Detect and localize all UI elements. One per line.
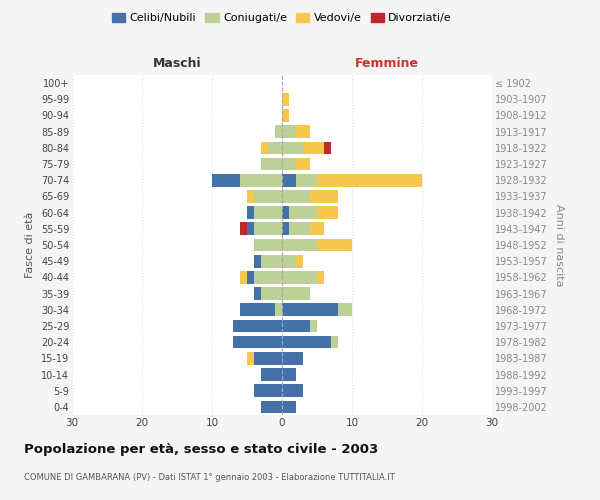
Bar <box>310 320 317 332</box>
Bar <box>233 336 282 348</box>
Bar <box>240 271 247 283</box>
Bar <box>282 222 289 235</box>
Bar <box>317 174 422 186</box>
Bar <box>282 336 331 348</box>
Bar <box>331 336 338 348</box>
Bar <box>254 288 261 300</box>
Bar <box>282 368 296 381</box>
Bar <box>254 352 282 364</box>
Bar <box>282 304 338 316</box>
Bar <box>261 158 282 170</box>
Bar <box>282 126 296 138</box>
Bar <box>275 304 282 316</box>
Bar <box>282 384 303 397</box>
Bar <box>254 271 282 283</box>
Bar <box>247 206 254 219</box>
Bar <box>254 206 282 219</box>
Bar <box>289 222 310 235</box>
Bar <box>261 255 282 268</box>
Bar <box>324 142 331 154</box>
Bar <box>261 288 282 300</box>
Bar <box>282 400 296 413</box>
Bar <box>282 288 310 300</box>
Bar <box>247 271 254 283</box>
Bar <box>317 271 324 283</box>
Bar <box>282 352 303 364</box>
Bar <box>296 255 303 268</box>
Bar <box>261 368 282 381</box>
Bar <box>261 142 268 154</box>
Bar <box>310 222 324 235</box>
Bar <box>282 190 310 202</box>
Bar <box>296 174 317 186</box>
Bar <box>282 174 296 186</box>
Bar <box>282 158 296 170</box>
Bar <box>282 320 310 332</box>
Bar <box>247 222 254 235</box>
Bar <box>282 93 289 106</box>
Bar <box>296 126 310 138</box>
Bar <box>233 320 282 332</box>
Bar <box>282 142 303 154</box>
Bar <box>254 255 261 268</box>
Bar <box>275 126 282 138</box>
Bar <box>212 174 240 186</box>
Bar <box>254 384 282 397</box>
Bar <box>282 109 289 122</box>
Bar <box>282 206 289 219</box>
Bar <box>317 238 352 252</box>
Bar <box>282 255 296 268</box>
Bar <box>317 206 338 219</box>
Y-axis label: Anni di nascita: Anni di nascita <box>554 204 565 286</box>
Bar <box>268 142 282 154</box>
Text: COMUNE DI GAMBARANA (PV) - Dati ISTAT 1° gennaio 2003 - Elaborazione TUTTITALIA.: COMUNE DI GAMBARANA (PV) - Dati ISTAT 1°… <box>24 472 395 482</box>
Bar <box>240 304 275 316</box>
Bar <box>254 222 282 235</box>
Text: Popolazione per età, sesso e stato civile - 2003: Popolazione per età, sesso e stato civil… <box>24 442 378 456</box>
Legend: Celibi/Nubili, Coniugati/e, Vedovi/e, Divorziati/e: Celibi/Nubili, Coniugati/e, Vedovi/e, Di… <box>110 10 454 26</box>
Bar <box>247 190 254 202</box>
Bar <box>282 271 317 283</box>
Text: Femmine: Femmine <box>355 57 419 70</box>
Y-axis label: Fasce di età: Fasce di età <box>25 212 35 278</box>
Bar <box>296 158 310 170</box>
Bar <box>282 238 317 252</box>
Bar <box>289 206 317 219</box>
Bar <box>254 190 282 202</box>
Bar <box>338 304 352 316</box>
Text: Maschi: Maschi <box>152 57 202 70</box>
Bar <box>247 352 254 364</box>
Bar <box>254 238 282 252</box>
Bar <box>240 222 247 235</box>
Bar <box>261 400 282 413</box>
Bar <box>303 142 324 154</box>
Bar <box>240 174 282 186</box>
Bar <box>310 190 338 202</box>
